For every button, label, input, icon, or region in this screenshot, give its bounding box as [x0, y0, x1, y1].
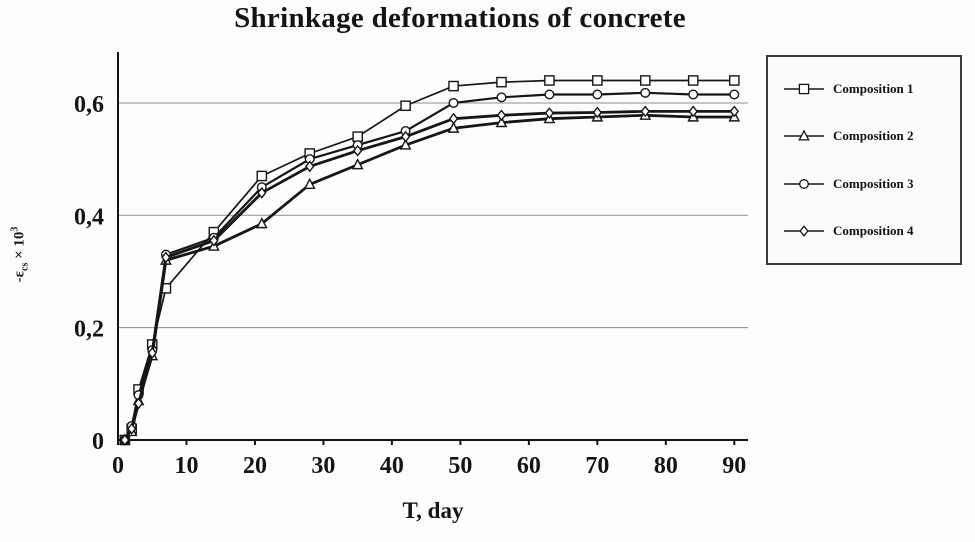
svg-text:20: 20	[243, 453, 267, 479]
legend-label: Composition 1	[833, 80, 914, 96]
svg-text:10: 10	[174, 453, 198, 479]
svg-text:60: 60	[517, 453, 541, 479]
legend-item-composition-4: Composition 4	[782, 223, 956, 239]
series-composition-1	[119, 75, 740, 446]
legend-label: Composition 2	[833, 128, 914, 144]
svg-text:40: 40	[380, 453, 404, 479]
legend-item-composition-2: Composition 2	[782, 128, 956, 144]
svg-text:50: 50	[448, 453, 472, 479]
svg-text:30: 30	[311, 453, 335, 479]
svg-text:0: 0	[92, 429, 104, 455]
series-composition-3	[119, 87, 740, 446]
x-axis-ticks: 0 10 20 30 40 50 60 70 80 90	[112, 440, 746, 479]
series-composition-4	[120, 105, 739, 446]
x-axis-label: T, day	[402, 498, 464, 523]
svg-text:0,6: 0,6	[74, 92, 104, 118]
svg-text:0,4: 0,4	[74, 204, 104, 230]
svg-text:70: 70	[585, 453, 609, 479]
legend-item-composition-1: Composition 1	[782, 81, 956, 97]
svg-text:0,2: 0,2	[74, 317, 104, 343]
circle-marker-icon	[784, 178, 824, 189]
triangle-marker-icon	[784, 129, 824, 141]
legend-item-composition-3: Composition 3	[782, 176, 956, 192]
chart-title: Shrinkage deformations of concrete	[234, 2, 686, 34]
legend-label: Composition 4	[833, 223, 914, 239]
y-axis-ticks: 0 0,2 0,4 0,6	[74, 92, 104, 455]
legend-label: Composition 3	[833, 175, 914, 191]
gridlines	[118, 102, 748, 329]
series-composition-2	[118, 108, 741, 445]
svg-text:80: 80	[654, 453, 678, 479]
svg-text:0: 0	[112, 453, 124, 479]
diamond-marker-icon	[784, 225, 824, 238]
axes	[117, 52, 748, 441]
svg-text:90: 90	[722, 453, 746, 479]
square-marker-icon	[784, 83, 824, 94]
legend: Composition 1 Composition 2 Composition …	[766, 55, 962, 265]
